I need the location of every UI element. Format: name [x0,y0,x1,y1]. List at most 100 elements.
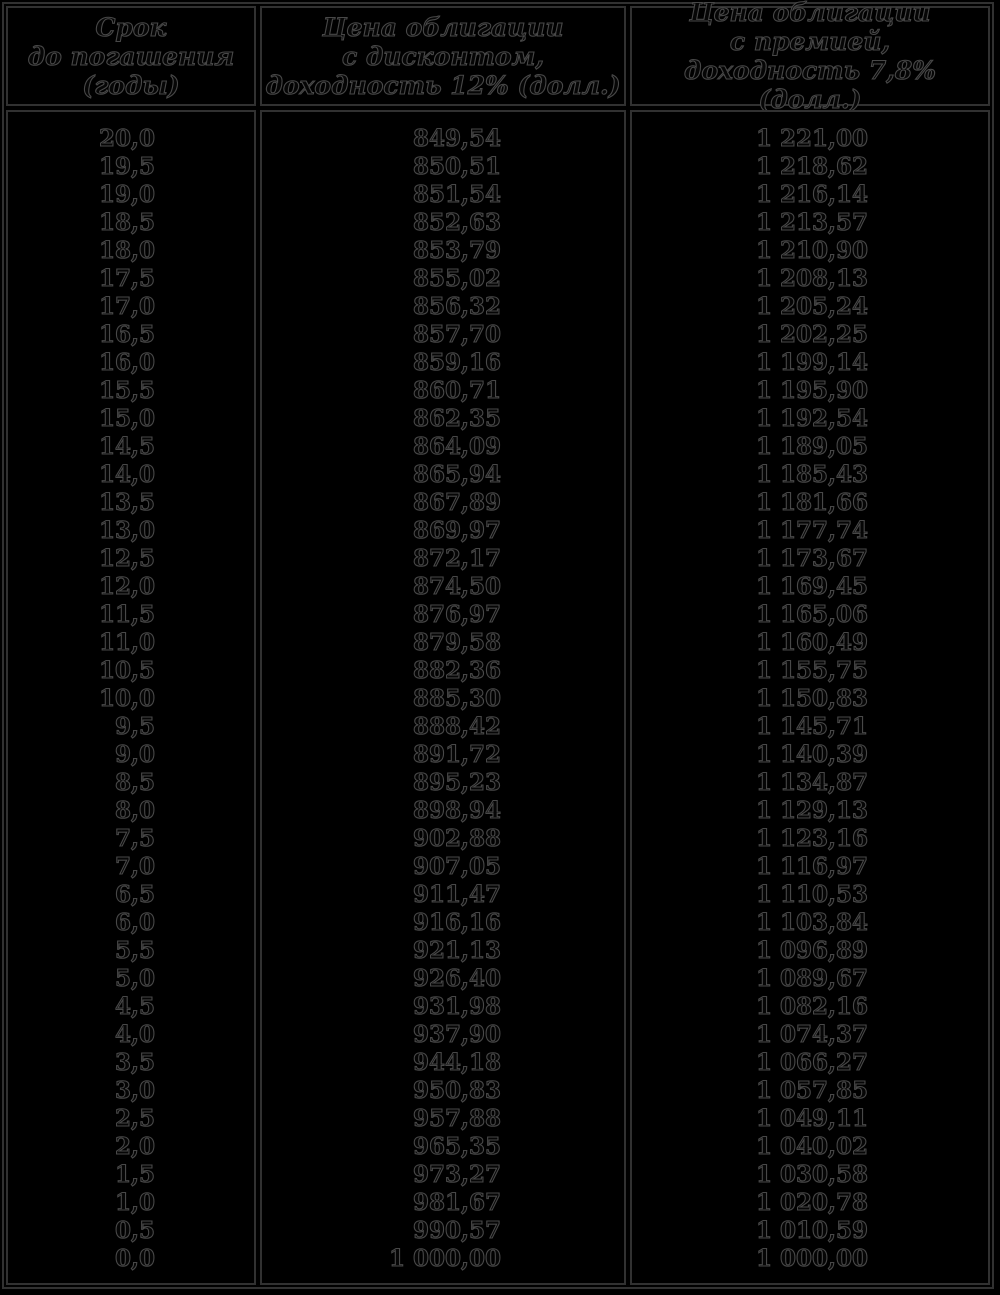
cell-value-premium: 1 074,37 [755,1020,868,1048]
cell-value-term: 8,0 [114,796,155,824]
cell-value-term: 17,0 [98,292,155,320]
cell-value-term: 10,0 [98,684,155,712]
cell-value-term: 7,0 [114,852,155,880]
header-discount-bond-price: Цена облигации с дисконтом, доходность 1… [260,6,626,106]
cell-value-term: 0,5 [114,1216,155,1244]
cell-value-discount: 853,79 [412,236,501,264]
cell-value-premium: 1 221,00 [755,124,868,152]
cell-value-premium: 1 181,66 [755,488,868,516]
cell-value-premium: 1 066,27 [755,1048,868,1076]
cell-value-term: 20,0 [98,124,155,152]
cell-value-premium: 1 213,57 [755,208,868,236]
cell-value-discount: 921,13 [412,936,501,964]
cell-value-premium: 1 205,24 [755,292,868,320]
cell-value-term: 16,5 [98,320,155,348]
cell-value-discount: 882,36 [412,656,501,684]
cell-value-discount: 885,30 [412,684,501,712]
cell-value-discount: 872,17 [412,544,501,572]
cell-value-premium: 1 173,67 [755,544,868,572]
cell-value-premium: 1 020,78 [755,1188,868,1216]
cell-value-discount: 990,57 [412,1216,501,1244]
cell-value-discount: 902,88 [412,824,501,852]
cell-value-term: 19,5 [98,152,155,180]
cell-value-discount: 849,54 [412,124,501,152]
cell-value-premium: 1 169,45 [755,572,868,600]
cell-value-premium: 1 160,49 [755,628,868,656]
cell-value-term: 18,5 [98,208,155,236]
header-line: доходность 7,8% (долл.) [683,55,937,114]
cell-value-discount: 907,05 [412,852,501,880]
cell-value-term: 15,5 [98,376,155,404]
cell-value-discount: 852,63 [412,208,501,236]
header-line: Цена облигации [322,12,564,42]
cell-value-premium: 1 082,16 [755,992,868,1020]
cell-value-term: 1,0 [114,1188,155,1216]
cell-value-premium: 1 103,84 [755,908,868,936]
cell-value-term: 3,5 [114,1048,155,1076]
cell-value-discount: 895,23 [412,768,501,796]
cell-value-premium: 1 155,75 [755,656,868,684]
cell-value-premium: 1 123,16 [755,824,868,852]
header-line: Срок [95,12,167,42]
cell-value-premium: 1 030,58 [755,1160,868,1188]
cell-value-discount: 859,16 [412,348,501,376]
column-discount-values: 849,54 850,51 851,54 852,63 853,79 855,02 856,… [260,110,626,1285]
cell-value-term: 2,5 [114,1104,155,1132]
cell-value-discount: 891,72 [412,740,501,768]
cell-value-premium: 1 218,62 [755,152,868,180]
cell-value-term: 9,5 [114,712,155,740]
cell-value-premium: 1 177,74 [755,516,868,544]
cell-value-term: 9,0 [114,740,155,768]
cell-value-discount: 867,89 [412,488,501,516]
cell-value-term: 18,0 [98,236,155,264]
cell-value-premium: 1 110,53 [755,880,868,908]
cell-value-discount: 931,98 [412,992,501,1020]
cell-value-term: 13,5 [98,488,155,516]
cell-value-discount: 937,90 [412,1020,501,1048]
cell-value-premium: 1 140,39 [755,740,868,768]
cell-value-premium: 1 195,90 [755,376,868,404]
cell-value-term: 12,0 [98,572,155,600]
cell-value-premium: 1 192,54 [755,404,868,432]
cell-value-premium: 1 040,02 [755,1132,868,1160]
cell-value-discount: 888,42 [412,712,501,740]
cell-value-discount: 850,51 [412,152,501,180]
cell-value-discount: 876,97 [412,600,501,628]
cell-value-premium: 1 096,89 [755,936,868,964]
header-line: до погашения [27,41,235,71]
cell-value-term: 1,5 [114,1160,155,1188]
cell-value-premium: 1 208,13 [755,264,868,292]
cell-value-discount: 973,27 [412,1160,501,1188]
cell-value-discount: 860,71 [412,376,501,404]
cell-value-term: 11,5 [98,600,155,628]
column-premium-values: 1 221,00 1 218,62 1 216,14 1 213,57 1 210,90… [630,110,990,1285]
header-line: (годы) [82,70,180,100]
header-line: Цена облигации [689,0,931,28]
cell-value-discount: 926,40 [412,964,501,992]
cell-value-term: 2,0 [114,1132,155,1160]
cell-value-term: 5,0 [114,964,155,992]
cell-value-premium: 1 116,97 [755,852,868,880]
cell-value-discount: 851,54 [412,180,501,208]
cell-value-premium: 1 010,59 [755,1216,868,1244]
cell-value-discount: 981,67 [412,1188,501,1216]
cell-value-premium: 1 057,85 [755,1076,868,1104]
cell-value-discount: 869,97 [412,516,501,544]
cell-value-premium: 1 150,83 [755,684,868,712]
cell-value-term: 13,0 [98,516,155,544]
header-premium-bond-price: Цена облигации с премией, доходность 7,8… [630,0,990,115]
cell-value-premium: 1 185,43 [755,460,868,488]
cell-value-discount: 864,09 [412,432,501,460]
cell-value-discount: 965,35 [412,1132,501,1160]
cell-value-premium: 1 145,71 [755,712,868,740]
cell-value-discount: 944,18 [412,1048,501,1076]
table-grid: Срок до погашения (годы) Цена облигации … [6,0,990,1285]
column-term-values: 20,0 19,5 19,0 18,5 18,0 17,5 17,0 16,5 16,0 15,5… [6,110,256,1285]
cell-value-discount: 857,70 [412,320,501,348]
cell-value-term: 14,5 [98,432,155,460]
cell-value-discount: 1 000,00 [388,1244,501,1272]
cell-value-discount: 916,16 [412,908,501,936]
cell-value-term: 6,0 [114,908,155,936]
cell-value-term: 11,0 [98,628,155,656]
